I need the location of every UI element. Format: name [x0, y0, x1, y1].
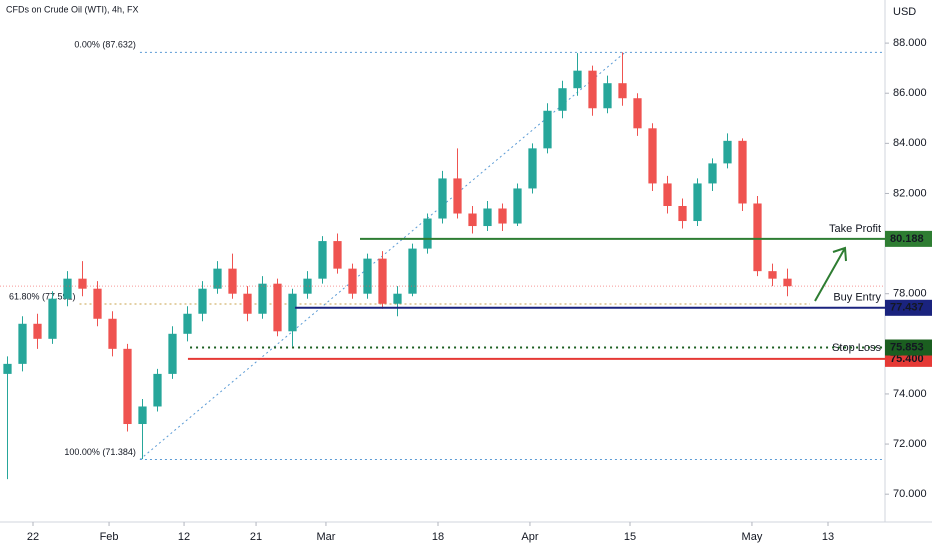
candle-body [768, 271, 777, 279]
candle-body [408, 248, 417, 294]
y-tick-label: 88.000 [893, 37, 927, 49]
candle-body [558, 88, 567, 111]
candle-body [468, 213, 477, 227]
candle-body [543, 110, 552, 149]
candle-body [438, 178, 447, 219]
x-tick-label: 18 [432, 531, 444, 543]
candle-body [48, 298, 57, 339]
price-box [885, 339, 932, 356]
candle-body [633, 98, 642, 129]
price-box-label: 75.400 [890, 353, 924, 365]
fib-label: 100.00% (71.384) [64, 447, 136, 457]
x-tick-label: 15 [624, 531, 636, 543]
candle-body [378, 258, 387, 304]
candle-body [663, 183, 672, 206]
y-tick-label: 82.000 [893, 187, 927, 199]
currency: USD [893, 6, 916, 18]
level-label: Buy Entry [833, 292, 881, 304]
candle-body [423, 218, 432, 249]
candle-body [168, 333, 177, 374]
candle-body [33, 323, 42, 339]
y-tick-label: 78.000 [893, 288, 927, 300]
candle-body [528, 148, 537, 189]
candle-body [618, 83, 627, 99]
candle-body [603, 83, 612, 109]
x-tick-label: Feb [100, 531, 119, 543]
candle-body [273, 283, 282, 332]
candle-body [783, 278, 792, 287]
candle-body [648, 128, 657, 184]
candle-body [243, 293, 252, 314]
candle-body [753, 203, 762, 272]
candle-body [213, 268, 222, 289]
y-tick-label: 70.000 [893, 488, 927, 500]
candle-body [228, 268, 237, 294]
candle-body [18, 323, 27, 364]
arrow [814, 246, 847, 302]
candle-body [318, 241, 327, 279]
candle-body [93, 288, 102, 319]
x-tick-label: May [742, 531, 763, 543]
candle-body [588, 70, 597, 109]
candle-body [3, 363, 12, 374]
price-box-label: 80.188 [890, 233, 924, 245]
candle-body [393, 293, 402, 304]
candle-body [333, 241, 342, 269]
candle-body [498, 208, 507, 224]
price-box [885, 299, 932, 316]
y-tick-label: 86.000 [893, 87, 927, 99]
candle-body [303, 278, 312, 294]
candle-body [78, 278, 87, 289]
candle-body [483, 208, 492, 227]
candle-body [258, 283, 267, 314]
y-tick-label: 72.000 [893, 438, 927, 450]
candle-body [198, 288, 207, 314]
x-tick-label: 22 [27, 531, 39, 543]
chart-title: CFDs on Crude Oil (WTI), 4h, FX [6, 4, 139, 14]
candle-body [348, 268, 357, 294]
candle-body [123, 348, 132, 425]
candle-body [153, 373, 162, 407]
candle-body [693, 183, 702, 222]
y-tick-label: 84.000 [893, 137, 927, 149]
candle-body [513, 188, 522, 224]
candle-body [138, 406, 147, 425]
candle-body [63, 278, 72, 299]
level-label: Take Profit [829, 223, 881, 235]
candle-body [723, 140, 732, 164]
candle-body [573, 70, 582, 89]
x-tick-label: 13 [822, 531, 834, 543]
candle-body [183, 313, 192, 334]
fib-label: 61.80% (77.591) [9, 291, 76, 301]
price-box-label: 77.437 [890, 302, 924, 314]
price-box-label: 75.853 [890, 341, 924, 353]
x-tick-label: 21 [250, 531, 262, 543]
candle-body [453, 178, 462, 214]
candle-body [738, 140, 747, 204]
x-tick-label: Apr [521, 531, 538, 543]
price-box [885, 230, 932, 247]
candle-body [288, 293, 297, 332]
candle-body [708, 163, 717, 184]
candle-body [108, 318, 117, 349]
y-tick-label: 74.000 [893, 388, 927, 400]
candle-body [678, 205, 687, 222]
candle-body [363, 258, 372, 294]
fib-label: 0.00% (87.632) [74, 40, 136, 50]
x-tick-label: Mar [316, 531, 335, 543]
x-tick-label: 12 [178, 531, 190, 543]
